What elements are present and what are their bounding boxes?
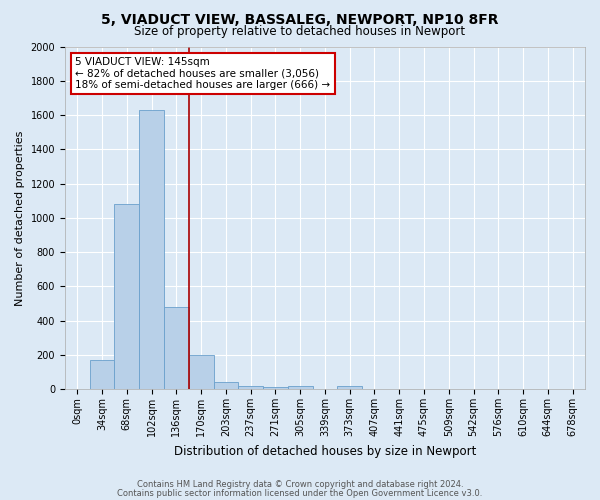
X-axis label: Distribution of detached houses by size in Newport: Distribution of detached houses by size … (174, 444, 476, 458)
Text: Contains public sector information licensed under the Open Government Licence v3: Contains public sector information licen… (118, 489, 482, 498)
Text: Size of property relative to detached houses in Newport: Size of property relative to detached ho… (134, 25, 466, 38)
Y-axis label: Number of detached properties: Number of detached properties (15, 130, 25, 306)
Bar (263, 388, 288, 389)
Text: 5 VIADUCT VIEW: 145sqm
← 82% of detached houses are smaller (3,056)
18% of semi-: 5 VIADUCT VIEW: 145sqm ← 82% of detached… (76, 57, 331, 90)
Bar (214, 382, 238, 389)
Bar (288, 386, 313, 389)
Bar (164, 307, 189, 389)
Bar (89, 360, 115, 389)
Text: 5, VIADUCT VIEW, BASSALEG, NEWPORT, NP10 8FR: 5, VIADUCT VIEW, BASSALEG, NEWPORT, NP10… (101, 12, 499, 26)
Bar (337, 386, 362, 389)
Bar (115, 204, 139, 389)
Bar (238, 386, 263, 389)
Bar (189, 355, 214, 389)
Text: Contains HM Land Registry data © Crown copyright and database right 2024.: Contains HM Land Registry data © Crown c… (137, 480, 463, 489)
Bar (139, 110, 164, 389)
